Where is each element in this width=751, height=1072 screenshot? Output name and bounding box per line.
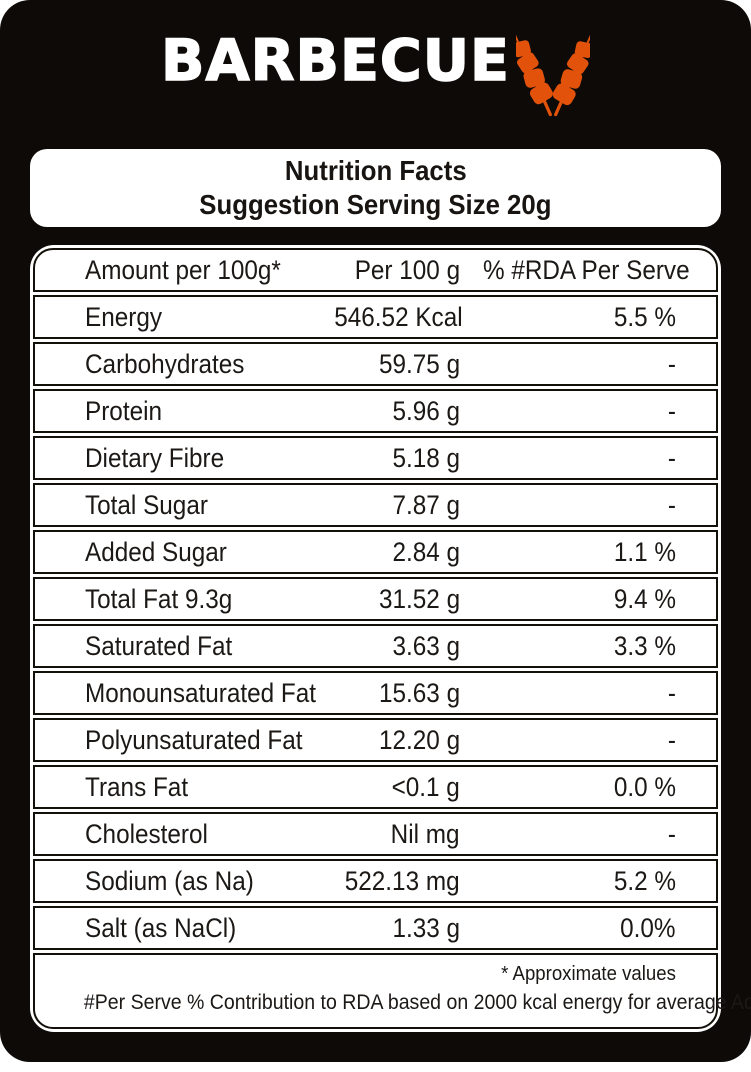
nutrient-label: Saturated Fat	[85, 630, 233, 661]
nutrient-per100g-value: 31.52 g	[378, 583, 460, 614]
nutrient-label: Dietary Fibre	[85, 442, 225, 473]
table-row: Cholesterol Nil mg -	[33, 812, 718, 856]
brand-header: BARBECUE	[0, 0, 751, 122]
nutrient-per100g-value: 1.33 g	[392, 912, 460, 943]
table-row: Added Sugar 2.84 g 1.1 %	[33, 530, 718, 574]
table-header-row: Amount per 100g* Per 100 g % #RDA Per Se…	[33, 248, 718, 292]
table-row: Monounsaturated Fat 15.63 g -	[33, 671, 718, 715]
nutrient-label: Total Fat 9.3g	[85, 583, 233, 614]
table-row: Trans Fat <0.1 g 0.0 %	[33, 765, 718, 809]
table-row: Sodium (as Na) 522.13 mg 5.2 %	[33, 859, 718, 903]
table-row: Total Sugar 7.87 g -	[33, 483, 718, 527]
nutrient-rda-value: -	[667, 489, 676, 520]
nutrient-rda-value: -	[667, 348, 676, 379]
nutrient-per100g-value: 3.63 g	[392, 630, 460, 661]
serving-size-subtitle: Suggestion Serving Size 20g	[199, 189, 552, 220]
nutrient-rda-value: -	[667, 442, 676, 473]
nutrient-label: Polyunsaturated Fat	[85, 724, 303, 755]
footnote-approximate-values: * Approximate values	[501, 963, 676, 985]
column-header-rda: % #RDA Per Serve	[482, 254, 690, 285]
table-row: Energy 546.52 Kcal 5.5 %	[33, 295, 718, 339]
nutrient-per100g-value: Nil mg	[391, 818, 460, 849]
nutrient-label: Sodium (as Na)	[85, 865, 254, 896]
nutrition-facts-title: Nutrition Facts	[284, 155, 467, 186]
brand-title: BARBECUE	[160, 27, 510, 95]
footnote-rda-basis: #Per Serve % Contribution to RDA based o…	[83, 991, 751, 1014]
crossed-skewers-icon	[512, 28, 594, 125]
nutrient-rda-value: 5.2 %	[613, 865, 676, 896]
nutrient-rda-value: 5.5 %	[613, 301, 676, 332]
nutrient-label: Cholesterol	[85, 818, 208, 849]
nutrient-rda-value: 0.0%	[620, 912, 676, 943]
nutrient-rda-value: -	[667, 724, 676, 755]
nutrient-rda-value: -	[667, 818, 676, 849]
nutrient-label: Energy	[85, 301, 163, 332]
nutrient-rda-value: 9.4 %	[613, 583, 676, 614]
table-row: Salt (as NaCl) 1.33 g 0.0%	[33, 906, 718, 950]
table-row: Carbohydrates 59.75 g -	[33, 342, 718, 386]
nutrient-label: Added Sugar	[85, 536, 227, 567]
table-footnotes: * Approximate values #Per Serve % Contri…	[33, 953, 751, 1029]
nutrient-per100g-value: 15.63 g	[378, 677, 460, 708]
table-row: Saturated Fat 3.63 g 3.3 %	[33, 624, 718, 668]
nutrient-label: Trans Fat	[85, 771, 189, 802]
nutrient-per100g-value: 7.87 g	[392, 489, 460, 520]
nutrient-per100g-value: 59.75 g	[378, 348, 460, 379]
table-row: Total Fat 9.3g 31.52 g 9.4 %	[33, 577, 718, 621]
nutrient-rda-value: -	[667, 677, 676, 708]
nutrient-label: Monounsaturated Fat	[85, 677, 317, 708]
nutrient-rda-value: 1.1 %	[613, 536, 676, 567]
table-row: Polyunsaturated Fat 12.20 g -	[33, 718, 718, 762]
nutrient-per100g-value: <0.1 g	[391, 771, 460, 802]
nutrient-per100g-value: 546.52 Kcal	[334, 301, 463, 332]
nutrient-rda-value: -	[667, 395, 676, 426]
column-header-amount: Amount per 100g*	[85, 254, 281, 285]
nutrient-label: Carbohydrates	[85, 348, 245, 379]
column-header-per100g: Per 100 g	[354, 254, 460, 285]
nutrient-rda-value: 3.3 %	[613, 630, 676, 661]
nutrition-facts-headline-box: Nutrition Facts Suggestion Serving Size …	[30, 149, 721, 227]
nutrient-label: Salt (as NaCl)	[85, 912, 237, 943]
nutrient-per100g-value: 12.20 g	[378, 724, 460, 755]
nutrient-rda-value: 0.0 %	[613, 771, 676, 802]
nutrient-per100g-value: 5.96 g	[392, 395, 460, 426]
nutrient-label: Total Sugar	[85, 489, 208, 520]
nutrient-per100g-value: 5.18 g	[392, 442, 460, 473]
nutrient-label: Protein	[85, 395, 163, 426]
table-row: Protein 5.96 g -	[33, 389, 718, 433]
nutrient-per100g-value: 2.84 g	[392, 536, 460, 567]
nutrient-per100g-value: 522.13 mg	[345, 865, 460, 896]
nutrition-table: Amount per 100g* Per 100 g % #RDA Per Se…	[30, 245, 751, 1032]
table-row: Dietary Fibre 5.18 g -	[33, 436, 718, 480]
